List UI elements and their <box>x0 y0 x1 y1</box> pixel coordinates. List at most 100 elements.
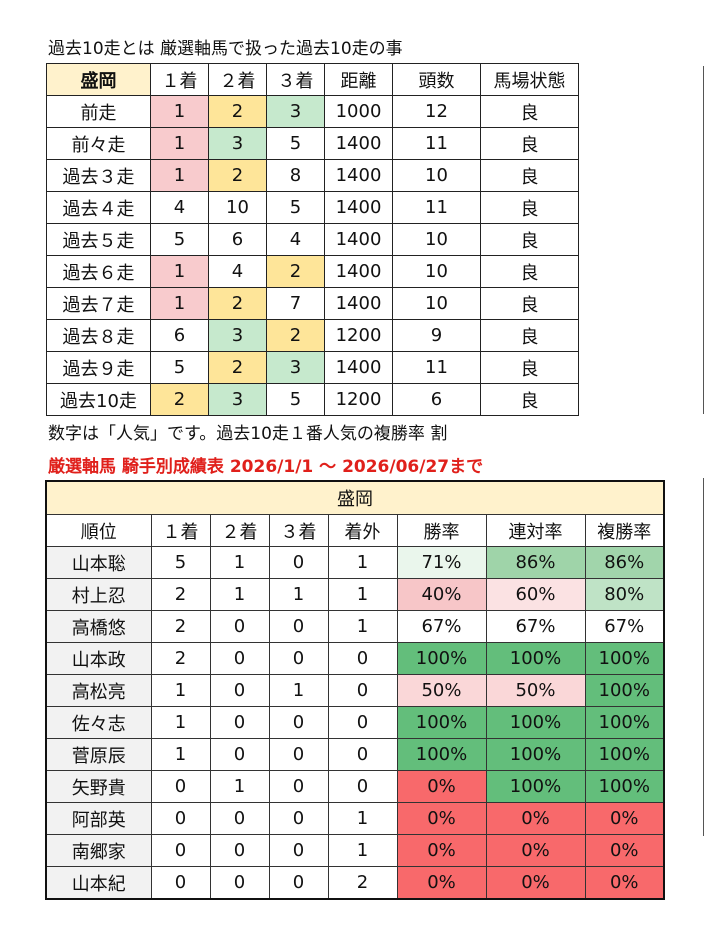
finish-count-cell: 2 <box>150 578 211 611</box>
table2-header-cell: ３着 <box>268 514 329 547</box>
finish-count-cell: 0 <box>209 866 270 900</box>
rate-cell: 100% <box>396 738 487 771</box>
popularity-note: 数字は「人気」です。過去10走１番人気の複勝率 割 <box>48 424 448 444</box>
popularity-cell: 7 <box>266 287 325 320</box>
finish-count-cell: 0 <box>268 738 329 771</box>
jockey-row: 山本聡 5 1 0 1 71% 86% 86% <box>45 546 665 579</box>
jockey-name-cell: 矢野貴 <box>45 770 152 803</box>
popularity-cell: 10 <box>208 191 267 224</box>
distance-cell: 1400 <box>324 191 393 224</box>
finish-count-cell: 1 <box>268 578 329 611</box>
distance-cell: 1000 <box>324 95 393 128</box>
table2-header-cell: ２着 <box>209 514 270 547</box>
jockey-results-title: 厳選軸馬 騎手別成績表 2026/1/1 ～ 2026/06/27まで <box>48 457 484 477</box>
jockey-row: 村上忍 2 1 1 1 40% 60% 80% <box>45 578 665 611</box>
finish-count-cell: 1 <box>327 610 398 643</box>
runners-cell: 10 <box>392 255 481 288</box>
jockey-name-cell: 山本政 <box>45 642 152 675</box>
finish-count-cell: 0 <box>327 674 398 707</box>
rate-cell: 86% <box>485 546 586 579</box>
rate-cell: 0% <box>584 802 665 835</box>
distance-cell: 1200 <box>324 319 393 352</box>
rate-cell: 0% <box>396 866 487 900</box>
race-label-cell: 過去７走 <box>46 287 151 320</box>
table2-header-cell: 着外 <box>327 514 398 547</box>
race-label-cell: 過去８走 <box>46 319 151 352</box>
runners-cell: 11 <box>392 191 481 224</box>
distance-cell: 1400 <box>324 255 393 288</box>
rate-cell: 40% <box>396 578 487 611</box>
top-heading: 過去10走とは 厳選軸馬で扱った過去10走の事 <box>48 39 403 59</box>
table2-header-cell: １着 <box>150 514 211 547</box>
table1-header-cell: ３着 <box>266 63 325 96</box>
runners-cell: 9 <box>392 319 481 352</box>
finish-count-cell: 1 <box>209 578 270 611</box>
rate-cell: 100% <box>396 642 487 675</box>
rate-cell: 0% <box>396 802 487 835</box>
race-label-cell: 過去５走 <box>46 223 151 256</box>
table1-row: 前々走 1 3 5 1400 11 良 <box>46 127 579 160</box>
popularity-cell: 3 <box>208 319 267 352</box>
table1-row: 過去10走 2 3 5 1200 6 良 <box>46 383 579 416</box>
finish-count-cell: 1 <box>209 546 270 579</box>
jockey-row: 山本政 2 0 0 0 100% 100% 100% <box>45 642 665 675</box>
finish-count-cell: 0 <box>209 610 270 643</box>
runners-cell: 11 <box>392 127 481 160</box>
distance-cell: 1400 <box>324 287 393 320</box>
finish-count-cell: 0 <box>268 706 329 739</box>
finish-count-cell: 0 <box>327 642 398 675</box>
rate-cell: 67% <box>396 610 487 643</box>
popularity-cell: 4 <box>208 255 267 288</box>
popularity-cell: 5 <box>150 223 209 256</box>
jockey-row: 山本紀 0 0 0 2 0% 0% 0% <box>45 866 665 900</box>
finish-count-cell: 0 <box>209 642 270 675</box>
rate-cell: 100% <box>584 674 665 707</box>
finish-count-cell: 0 <box>268 834 329 867</box>
finish-count-cell: 0 <box>268 866 329 900</box>
rate-cell: 50% <box>485 674 586 707</box>
finish-count-cell: 0 <box>209 706 270 739</box>
finish-count-cell: 1 <box>327 802 398 835</box>
jockey-row: 高松亮 1 0 1 0 50% 50% 100% <box>45 674 665 707</box>
race-label-cell: 過去10走 <box>46 383 151 416</box>
popularity-cell: 6 <box>208 223 267 256</box>
table1-header-cell: 頭数 <box>392 63 481 96</box>
jockey-row: 阿部英 0 0 0 1 0% 0% 0% <box>45 802 665 835</box>
rate-cell: 80% <box>584 578 665 611</box>
finish-count-cell: 0 <box>209 834 270 867</box>
finish-count-cell: 1 <box>150 674 211 707</box>
table1-row: 過去７走 1 2 7 1400 10 良 <box>46 287 579 320</box>
rate-cell: 0% <box>485 866 586 900</box>
table1-header-cell: 馬場状態 <box>480 63 579 96</box>
table2-venue-row: 盛岡 <box>45 480 665 515</box>
rate-cell: 100% <box>396 706 487 739</box>
popularity-cell: 2 <box>208 287 267 320</box>
finish-count-cell: 0 <box>268 546 329 579</box>
popularity-cell: 4 <box>150 191 209 224</box>
jockey-row: 佐々志 1 0 0 0 100% 100% 100% <box>45 706 665 739</box>
finish-count-cell: 0 <box>209 802 270 835</box>
popularity-cell: 2 <box>266 319 325 352</box>
finish-count-cell: 1 <box>327 546 398 579</box>
jockey-row: 南郷家 0 0 0 1 0% 0% 0% <box>45 834 665 867</box>
rate-cell: 100% <box>584 642 665 675</box>
rate-cell: 50% <box>396 674 487 707</box>
popularity-cell: 5 <box>150 351 209 384</box>
table1-header-cell: 距離 <box>324 63 393 96</box>
popularity-cell: 6 <box>150 319 209 352</box>
table1-row: 過去４走 4 10 5 1400 11 良 <box>46 191 579 224</box>
finish-count-cell: 0 <box>268 642 329 675</box>
rate-cell: 0% <box>396 770 487 803</box>
finish-count-cell: 0 <box>209 674 270 707</box>
popularity-cell: 8 <box>266 159 325 192</box>
distance-cell: 1400 <box>324 223 393 256</box>
rate-cell: 100% <box>584 770 665 803</box>
finish-count-cell: 0 <box>150 770 211 803</box>
distance-cell: 1400 <box>324 351 393 384</box>
track-condition-cell: 良 <box>480 255 579 288</box>
table1-venue-header: 盛岡 <box>46 63 151 96</box>
table1-row: 過去８走 6 3 2 1200 9 良 <box>46 319 579 352</box>
popularity-cell: 3 <box>208 383 267 416</box>
finish-count-cell: 0 <box>327 770 398 803</box>
table2-header-cell: 順位 <box>45 514 152 547</box>
